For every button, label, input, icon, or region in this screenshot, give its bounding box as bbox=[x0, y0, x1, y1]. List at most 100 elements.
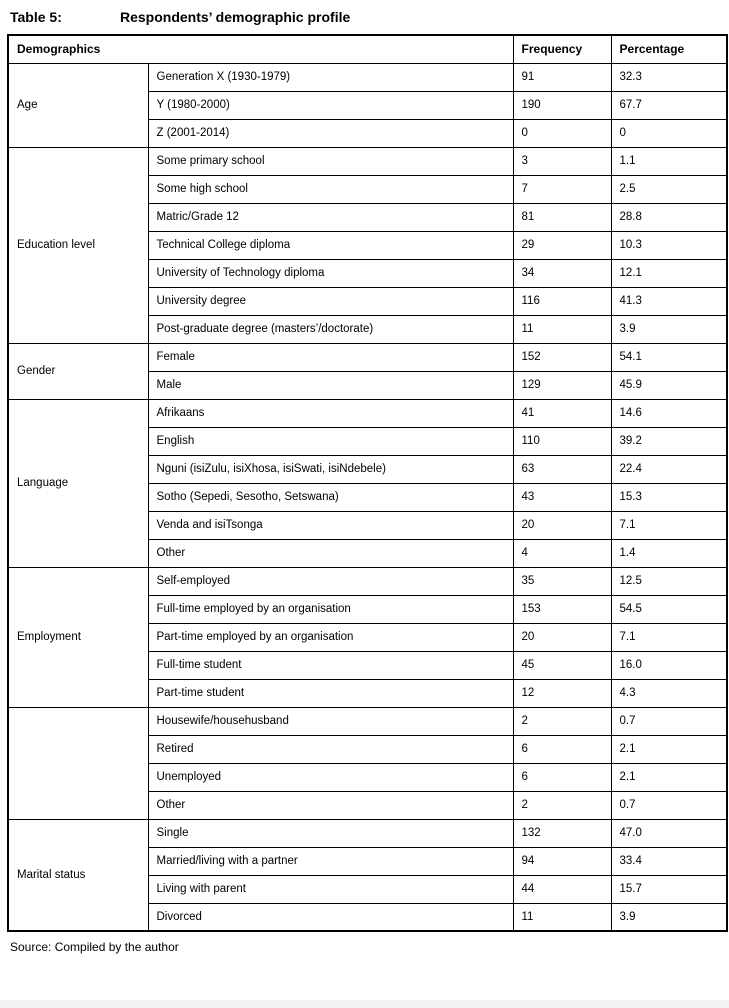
row-label: Full-time student bbox=[147, 650, 514, 680]
frequency-cell: 29 bbox=[512, 230, 612, 260]
percentage-cell: 0.7 bbox=[610, 790, 728, 820]
frequency-cell: 190 bbox=[512, 90, 612, 120]
percentage-cell: 41.3 bbox=[610, 286, 728, 316]
percentage-cell: 2.1 bbox=[610, 762, 728, 792]
percentage-cell: 2.5 bbox=[610, 174, 728, 204]
row-label: Retired bbox=[147, 734, 514, 764]
percentage-cell: 54.1 bbox=[610, 342, 728, 372]
percentage-cell: 16.0 bbox=[610, 650, 728, 680]
frequency-cell: 3 bbox=[512, 146, 612, 176]
row-label: Part-time student bbox=[147, 678, 514, 708]
frequency-cell: 4 bbox=[512, 538, 612, 568]
category-cell-language: Language bbox=[7, 398, 149, 568]
row-label: Generation X (1930-1979) bbox=[147, 62, 514, 92]
table-row: Full-time student 45 16.0 bbox=[8, 650, 728, 680]
table-caption-number: Table 5: bbox=[10, 9, 62, 25]
table-row: Unemployed 6 2.1 bbox=[8, 762, 728, 792]
row-label: Part-time employed by an organisation bbox=[147, 622, 514, 652]
row-label: Sotho (Sepedi, Sesotho, Setswana) bbox=[147, 482, 514, 512]
percentage-cell: 7.1 bbox=[610, 510, 728, 540]
percentage-cell: 1.4 bbox=[610, 538, 728, 568]
row-label: Full-time employed by an organisation bbox=[147, 594, 514, 624]
header-frequency: Frequency bbox=[512, 34, 612, 64]
frequency-cell: 152 bbox=[512, 342, 612, 372]
table-row: Full-time employed by an organisation 15… bbox=[8, 594, 728, 624]
row-label: Technical College diploma bbox=[147, 230, 514, 260]
table-row: Venda and isiTsonga 20 7.1 bbox=[8, 510, 728, 540]
category-cell-gender: Gender bbox=[7, 342, 149, 400]
category-cell-education-level: Education level bbox=[7, 146, 149, 344]
row-label: Single bbox=[147, 818, 514, 848]
table-row: Part-time employed by an organisation 20… bbox=[8, 622, 728, 652]
frequency-cell: 63 bbox=[512, 454, 612, 484]
frequency-cell: 2 bbox=[512, 790, 612, 820]
frequency-cell: 116 bbox=[512, 286, 612, 316]
table-row: Divorced 11 3.9 bbox=[8, 902, 728, 932]
table-row: Employment Self-employed 35 12.5 bbox=[7, 566, 728, 708]
table-row: Technical College diploma 29 10.3 bbox=[8, 230, 728, 260]
frequency-cell: 43 bbox=[512, 482, 612, 512]
frequency-cell: 6 bbox=[512, 762, 612, 792]
header-demographics: Demographics bbox=[7, 34, 514, 64]
table-row: University of Technology diploma 34 12.1 bbox=[8, 258, 728, 288]
frequency-cell: 110 bbox=[512, 426, 612, 456]
percentage-cell: 0.7 bbox=[610, 706, 728, 736]
row-label: Living with parent bbox=[147, 874, 514, 904]
percentage-cell: 3.9 bbox=[610, 314, 728, 344]
table-row: Y (1980-2000) 190 67.7 bbox=[8, 90, 728, 120]
frequency-cell: 20 bbox=[512, 622, 612, 652]
row-label: English bbox=[147, 426, 514, 456]
frequency-cell: 81 bbox=[512, 202, 612, 232]
table-row: Living with parent 44 15.7 bbox=[8, 874, 728, 904]
category-cell-age: Age bbox=[7, 62, 149, 148]
percentage-cell: 39.2 bbox=[610, 426, 728, 456]
row-label: University degree bbox=[147, 286, 514, 316]
row-label: Male bbox=[147, 370, 514, 400]
percentage-cell: 15.3 bbox=[610, 482, 728, 512]
table-row: Sotho (Sepedi, Sesotho, Setswana) 43 15.… bbox=[8, 482, 728, 512]
category-cell-marital-status: Marital status bbox=[7, 818, 149, 932]
percentage-cell: 7.1 bbox=[610, 622, 728, 652]
table-row: Age Generation X (1930-1979) 91 32.3 bbox=[7, 62, 728, 148]
frequency-cell: 34 bbox=[512, 258, 612, 288]
frequency-cell: 129 bbox=[512, 370, 612, 400]
row-label: University of Technology diploma bbox=[147, 258, 514, 288]
percentage-cell: 10.3 bbox=[610, 230, 728, 260]
percentage-cell: 0 bbox=[610, 118, 728, 148]
frequency-cell: 2 bbox=[512, 706, 612, 736]
frequency-cell: 0 bbox=[512, 118, 612, 148]
percentage-cell: 4.3 bbox=[610, 678, 728, 708]
row-label: Self-employed bbox=[147, 566, 514, 596]
table-row: Part-time student 12 4.3 bbox=[8, 678, 728, 708]
percentage-cell: 14.6 bbox=[610, 398, 728, 428]
page-bottom-strip bbox=[0, 1000, 729, 1008]
row-label: Some primary school bbox=[147, 146, 514, 176]
frequency-cell: 35 bbox=[512, 566, 612, 596]
table-row: Married/living with a partner 94 33.4 bbox=[8, 846, 728, 876]
table-row: Other 4 1.4 bbox=[8, 538, 728, 568]
percentage-cell: 54.5 bbox=[610, 594, 728, 624]
percentage-cell: 3.9 bbox=[610, 902, 728, 932]
table-row: Language Afrikaans 41 14.6 bbox=[7, 398, 728, 568]
table-row: Z (2001-2014) 0 0 bbox=[8, 118, 728, 148]
frequency-cell: 153 bbox=[512, 594, 612, 624]
row-label: Venda and isiTsonga bbox=[147, 510, 514, 540]
percentage-cell: 33.4 bbox=[610, 846, 728, 876]
frequency-cell: 94 bbox=[512, 846, 612, 876]
row-label: Z (2001-2014) bbox=[147, 118, 514, 148]
frequency-cell: 41 bbox=[512, 398, 612, 428]
frequency-cell: 6 bbox=[512, 734, 612, 764]
row-label: Matric/Grade 12 bbox=[147, 202, 514, 232]
frequency-cell: 20 bbox=[512, 510, 612, 540]
table-row: Housewife/househusband 2 0.7 bbox=[7, 706, 728, 820]
percentage-cell: 22.4 bbox=[610, 454, 728, 484]
frequency-cell: 11 bbox=[512, 314, 612, 344]
frequency-cell: 132 bbox=[512, 818, 612, 848]
source-note: Source: Compiled by the author bbox=[10, 940, 179, 954]
percentage-cell: 12.1 bbox=[610, 258, 728, 288]
frequency-cell: 7 bbox=[512, 174, 612, 204]
percentage-cell: 2.1 bbox=[610, 734, 728, 764]
table-row: Education level Some primary school 3 1.… bbox=[7, 146, 728, 344]
table-header-row: Demographics Frequency Percentage bbox=[7, 34, 728, 64]
table-caption: Table 5: Respondents’ demographic profil… bbox=[0, 0, 729, 25]
